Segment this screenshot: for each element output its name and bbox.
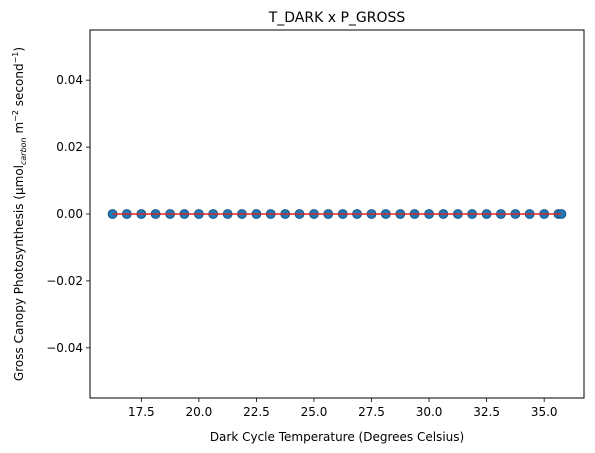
y-axis-label-sup-m: −2 xyxy=(11,110,20,122)
x-tick-label: 35.0 xyxy=(531,405,558,419)
x-tick-label: 25.0 xyxy=(301,405,328,419)
y-axis: −0.04 −0.02 0.00 0.02 0.04 xyxy=(46,73,90,355)
x-tick-label: 32.5 xyxy=(473,405,500,419)
y-tick-label: −0.02 xyxy=(46,274,83,288)
x-tick-label: 22.5 xyxy=(243,405,270,419)
y-axis-label-unit-s: second xyxy=(12,63,26,110)
x-tick-label: 27.5 xyxy=(358,405,385,419)
y-axis-label-sub: carbon xyxy=(19,137,28,165)
y-axis-label-unit-m: m xyxy=(12,122,26,138)
x-axis: 17.5 20.0 22.5 25.0 27.5 30.0 32.5 35.0 xyxy=(128,398,558,419)
x-tick-label: 30.0 xyxy=(416,405,443,419)
y-tick-label: −0.04 xyxy=(46,341,83,355)
y-axis-label-main: Gross Canopy Photosynthesis (µmol xyxy=(12,165,26,381)
chart-title: T_DARK x P_GROSS xyxy=(268,10,406,26)
y-tick-label: 0.04 xyxy=(56,73,83,87)
y-tick-label: 0.00 xyxy=(56,207,83,221)
y-axis-label-sup-s: −1 xyxy=(11,52,20,64)
x-axis-label: Dark Cycle Temperature (Degrees Celsius) xyxy=(210,430,464,444)
x-tick-label: 20.0 xyxy=(186,405,213,419)
plot-area xyxy=(107,209,567,219)
y-axis-label: Gross Canopy Photosynthesis (µmolcarbon … xyxy=(11,47,28,381)
y-tick-label: 0.02 xyxy=(56,140,83,154)
x-tick-label: 17.5 xyxy=(128,405,155,419)
y-axis-label-close: ) xyxy=(12,47,26,52)
